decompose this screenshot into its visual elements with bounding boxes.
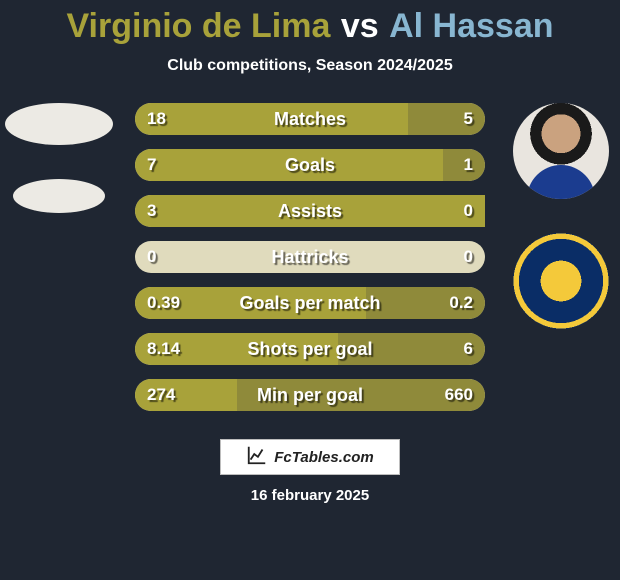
bar-fill-right <box>443 149 485 181</box>
brand-text: FcTables.com <box>274 449 373 466</box>
bar-fill-left <box>135 149 443 181</box>
bar-fill-left <box>135 287 366 319</box>
player-a-club-placeholder <box>13 179 105 213</box>
page-title: Virginio de Lima vs Al Hassan <box>0 0 620 45</box>
title-player-a: Virginio de Lima <box>66 7 330 45</box>
right-avatar-column <box>506 103 616 329</box>
left-avatar-column <box>4 103 114 213</box>
chart-icon <box>246 444 268 471</box>
brand-logo: FcTables.com <box>220 439 400 475</box>
player-b-avatar <box>513 103 609 199</box>
bar-fill-left <box>135 195 485 227</box>
stat-row: 30Assists <box>135 195 485 227</box>
stat-bars: 185Matches 71Goals 30Assists 00Hattricks 0.3… <box>135 103 485 411</box>
subtitle: Club competitions, Season 2024/2025 <box>0 57 620 75</box>
stat-row: 71Goals <box>135 149 485 181</box>
bar-fill-right <box>338 333 485 365</box>
footer-date: 16 february 2025 <box>0 487 620 504</box>
bar-track <box>135 241 485 273</box>
bar-fill-left <box>135 379 237 411</box>
bar-fill-left <box>135 333 338 365</box>
bar-fill-right <box>237 379 486 411</box>
player-a-avatar-placeholder <box>5 103 113 145</box>
title-vs: vs <box>341 7 379 45</box>
stat-row: 185Matches <box>135 103 485 135</box>
player-b-club-crest <box>513 233 609 329</box>
stat-row: 0.390.2Goals per match <box>135 287 485 319</box>
bar-fill-right <box>366 287 485 319</box>
bar-fill-right <box>408 103 485 135</box>
comparison-panel: 185Matches 71Goals 30Assists 00Hattricks 0.3… <box>0 103 620 411</box>
title-player-b: Al Hassan <box>389 7 553 45</box>
stat-row: 8.146Shots per goal <box>135 333 485 365</box>
stat-row: 00Hattricks <box>135 241 485 273</box>
stat-row: 274660Min per goal <box>135 379 485 411</box>
bar-fill-left <box>135 103 408 135</box>
